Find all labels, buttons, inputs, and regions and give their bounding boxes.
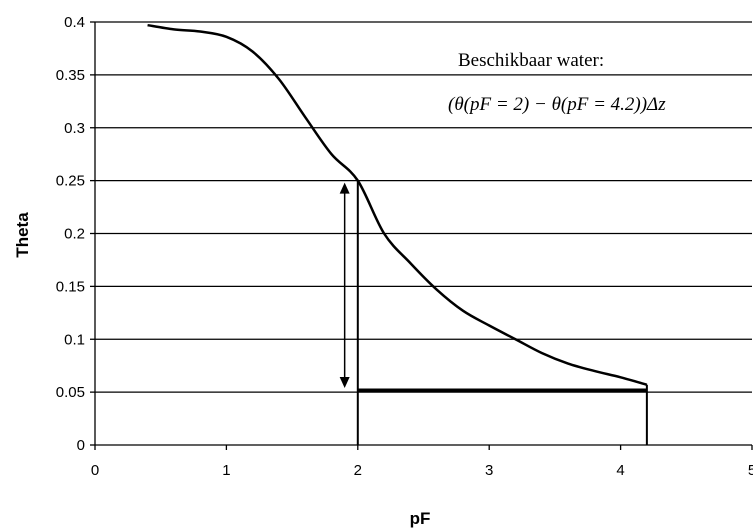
y-tick-label: 0.35 — [56, 67, 85, 84]
gridlines — [95, 21, 752, 393]
x-tick-label: 0 — [91, 462, 99, 479]
x-tick-label: 1 — [222, 462, 230, 479]
y-tick-label: 0.4 — [64, 14, 85, 31]
x-tick-label: 4 — [616, 462, 624, 479]
y-tick-label: 0.1 — [64, 331, 85, 348]
y-tick-label: 0.15 — [56, 278, 85, 295]
y-tick-label: 0 — [77, 437, 85, 454]
arrow-head-down — [339, 377, 350, 389]
series-line — [147, 23, 648, 386]
y-tick-labels: 0 0.05 0.1 0.15 0.2 0.25 0.3 0.35 0.4 — [56, 14, 85, 454]
x-axis-title: pF — [410, 509, 431, 528]
y-tick-label: 0.05 — [56, 384, 85, 401]
annotation-title: Beschikbaar water: — [458, 50, 604, 71]
x-tick-label: 3 — [485, 462, 493, 479]
y-axis-title: Theta — [13, 212, 32, 258]
x-tick-labels: 0 1 2 3 4 5 — [91, 462, 753, 479]
annotation-formula: (θ(pF = 2) − θ(pF = 4.2))Δz — [448, 94, 666, 115]
reference-lines — [339, 180, 648, 445]
y-tick-label: 0.2 — [64, 226, 85, 243]
x-tick-label: 2 — [354, 462, 362, 479]
series — [147, 23, 648, 386]
axes — [90, 21, 753, 450]
y-tick-label: 0.25 — [56, 173, 85, 190]
x-tick-label: 5 — [748, 462, 753, 479]
y-tick-label: 0.3 — [64, 120, 85, 137]
arrow-head-up — [339, 182, 350, 194]
